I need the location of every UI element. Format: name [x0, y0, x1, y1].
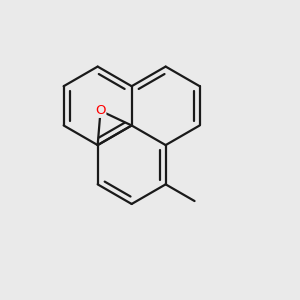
- Text: O: O: [95, 104, 106, 117]
